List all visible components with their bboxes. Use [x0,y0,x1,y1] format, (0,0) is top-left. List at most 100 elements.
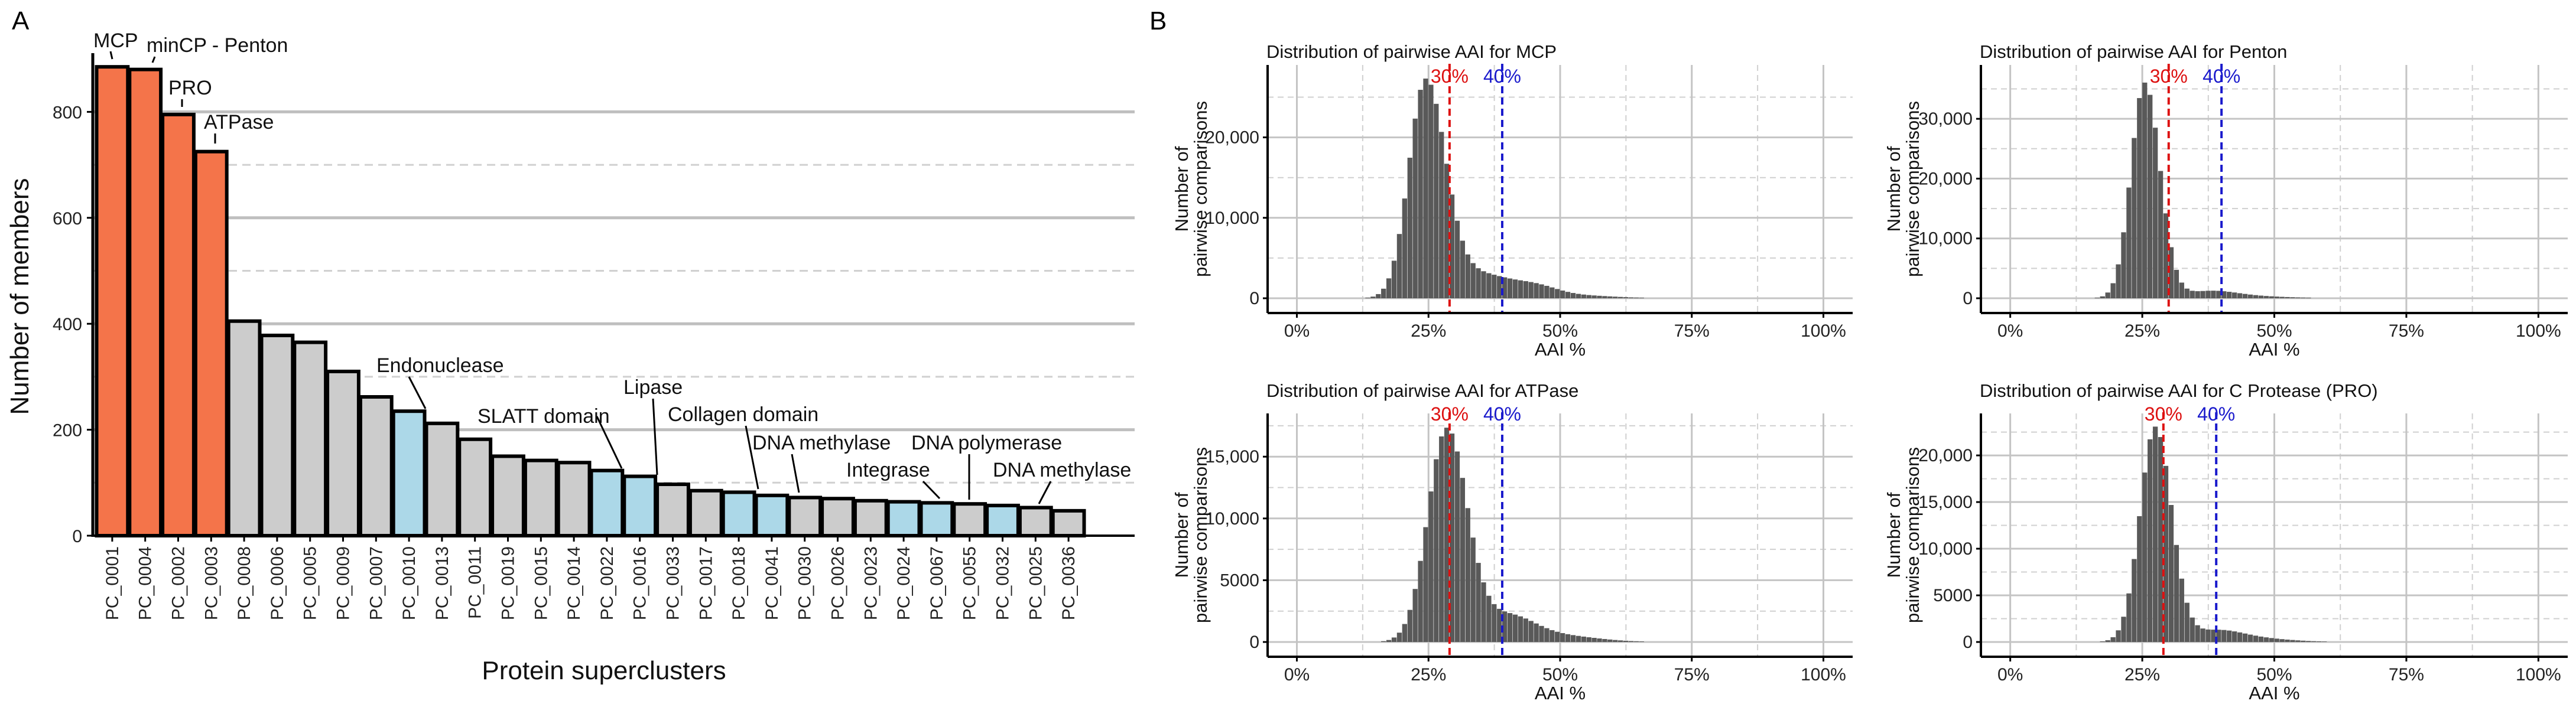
histogram-bar [1396,633,1402,642]
x-tick-label: PC_0018 [729,546,749,620]
histogram-bar [1597,295,1602,298]
x-tick-label: PC_0067 [927,546,947,620]
histogram-bar [1544,285,1550,298]
histogram-bar [1628,297,1634,298]
y-tick-label: 200 [53,421,82,441]
histogram-bar [2216,291,2221,298]
histogram-bar [2132,559,2137,642]
histogram-bar [2221,630,2227,642]
bar [424,421,460,537]
bar [391,409,427,538]
x-tick-label: 100% [1801,665,1846,685]
histogram-bar [1607,639,1613,642]
y-axis-title: Number ofpairwise comparisons [1171,447,1211,623]
histogram-bar [1528,621,1534,642]
annotation-label: MCP [93,30,138,52]
histogram-4: 30% 40% 0 5000 10,000 15,000 20,000 0% 25% 50% 75%… [1883,380,2568,703]
x-tick-label: PC_0026 [829,546,848,620]
bar [787,496,823,538]
histogram-bar [1623,297,1629,298]
histogram-bar [2306,641,2311,642]
y-tick-label: 0 [72,527,82,546]
histogram-bar [1486,595,1492,642]
bar [128,67,163,537]
histogram-bar [2295,640,2301,642]
x-tick-label: 100% [2516,665,2561,685]
histogram-bar [1539,625,1544,642]
x-tick-label: 0% [1997,321,2023,341]
y-tick-label: 15,000 [1918,493,1973,512]
x-axis-title: Protein superclusters [482,656,726,685]
y-axis-title-line: pairwise comparisons [1902,447,1923,623]
bar [556,461,592,537]
x-tick-label: PC_0004 [136,546,155,620]
histogram-bar [1492,275,1497,298]
histogram-bar [2184,288,2190,298]
histogram-bar [2174,545,2179,642]
y-tick-label: 0 [1963,289,1973,308]
histogram-bar [2132,138,2137,298]
histogram-bar [2116,630,2121,642]
annotation-leader-line [596,416,623,469]
histogram-bar [2137,516,2142,642]
annotation-label: Lipase [623,376,683,399]
histogram-bar [1544,628,1550,642]
y-tick-label: 15,000 [1205,447,1259,467]
histogram-bar [1523,281,1528,298]
threshold-label: 30% [2145,403,2182,425]
bar [721,490,756,537]
histogram-bar [1434,103,1439,298]
histogram-bar [1581,294,1586,298]
histogram-bar [1449,434,1455,642]
histogram-bar [1555,631,1560,642]
y-axis-title: Number of members [5,178,34,415]
bar [589,468,625,538]
histogram-bar [2321,641,2327,642]
threshold-label: 30% [1431,403,1469,425]
histogram-bar [2274,296,2279,298]
histogram-bar [1381,641,1386,642]
annotation-label: minCP - Penton [147,34,288,57]
x-tick-label: PC_0003 [202,546,221,620]
x-tick-label: PC_0006 [268,546,287,620]
histogram-bar [1570,293,1576,298]
annotation-label: DNA polymerase [911,432,1062,454]
bar [523,458,558,537]
histogram-bar [1481,582,1486,642]
y-tick-label: 0 [1249,633,1259,652]
histogram-bar [1492,604,1497,642]
histogram-bar [2274,638,2279,642]
y-axis-title: Number ofpairwise comparisons [1171,101,1211,277]
histogram-bar [1534,283,1539,298]
x-tick-label: 100% [2516,321,2561,341]
histogram-bar [1423,527,1428,642]
histogram-3: 30% 40% 0 5000 10,000 15,000 0% 25% 50% 75% 100% Di… [1171,380,1853,703]
x-tick-label: PC_0030 [795,546,815,620]
x-tick-label: PC_0001 [103,546,122,620]
histogram-bar [1439,132,1444,299]
y-axis-title-line: Number of [1171,492,1192,578]
annotation-label: Endonuclease [376,354,504,377]
bar [490,454,525,538]
histogram-bar [2269,296,2274,298]
x-tick-label: PC_0013 [433,546,452,620]
panel-a: A 0 200 400 600 800 PC_0001 PC_0004 PC_0002 PC_00… [5,6,1135,685]
bar [259,333,295,538]
histogram-bar [2211,291,2216,298]
histogram-bar [1470,537,1476,642]
x-tick-label: 75% [1674,321,1710,341]
histogram-bar [1412,589,1418,642]
histogram-bar [1576,635,1581,642]
y-tick-label: 30,000 [1918,109,1973,129]
histogram-bar [2152,128,2158,298]
x-tick-label: PC_0005 [301,546,320,620]
bar [820,497,855,538]
bar [193,149,229,537]
histogram-bar [2258,636,2264,642]
x-tick-label: 0% [1997,665,2023,685]
bar [293,340,328,537]
histogram-2: 30% 40% 0 10,000 20,000 30,000 0% 25% 50% 75% 100%… [1883,41,2568,360]
histogram-bar [2205,291,2211,298]
histogram-bar [1460,478,1466,642]
annotation-leader-line [922,480,941,500]
